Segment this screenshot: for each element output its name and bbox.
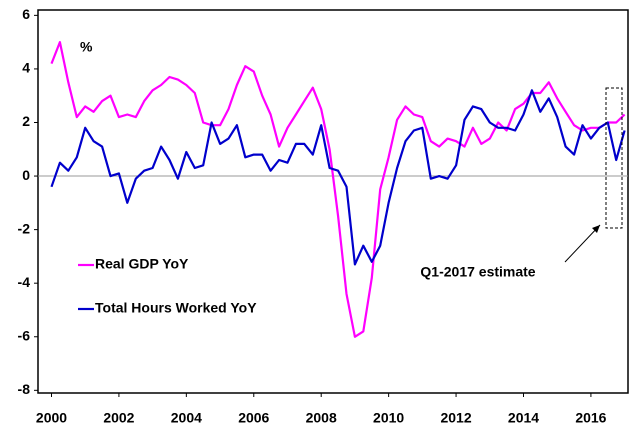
x-tick-label: 2002 bbox=[103, 410, 134, 426]
x-tick-label: 2014 bbox=[508, 410, 539, 426]
annotation-arrow bbox=[564, 224, 601, 263]
plot-area bbox=[37, 9, 629, 394]
y-tick-label: -4 bbox=[18, 274, 31, 290]
annotation-box bbox=[605, 87, 623, 229]
annotation-arrowhead bbox=[592, 225, 600, 233]
series-line bbox=[50, 89, 626, 266]
y-tick-label: -8 bbox=[18, 381, 31, 397]
y-tick-label: -6 bbox=[18, 327, 31, 343]
annotation-text: Q1-2017 estimate bbox=[420, 264, 535, 280]
y-tick-label: 2 bbox=[22, 113, 30, 129]
x-tick-label: 2006 bbox=[238, 410, 269, 426]
x-tick-label: 2008 bbox=[306, 410, 337, 426]
y-tick-label: 0 bbox=[22, 167, 30, 183]
x-tick-label: 2016 bbox=[575, 410, 606, 426]
x-tick-label: 2010 bbox=[373, 410, 404, 426]
x-tick-label: 2004 bbox=[171, 410, 202, 426]
y-tick-label: -2 bbox=[18, 220, 31, 236]
legend-label: Total Hours Worked YoY bbox=[95, 300, 257, 316]
x-tick-label: 2012 bbox=[440, 410, 471, 426]
x-tick-label: 2000 bbox=[36, 410, 67, 426]
unit-label: % bbox=[80, 39, 93, 55]
legend-label: Real GDP YoY bbox=[95, 256, 189, 272]
y-tick-label: 6 bbox=[22, 6, 30, 22]
y-tick-label: 4 bbox=[22, 60, 30, 76]
